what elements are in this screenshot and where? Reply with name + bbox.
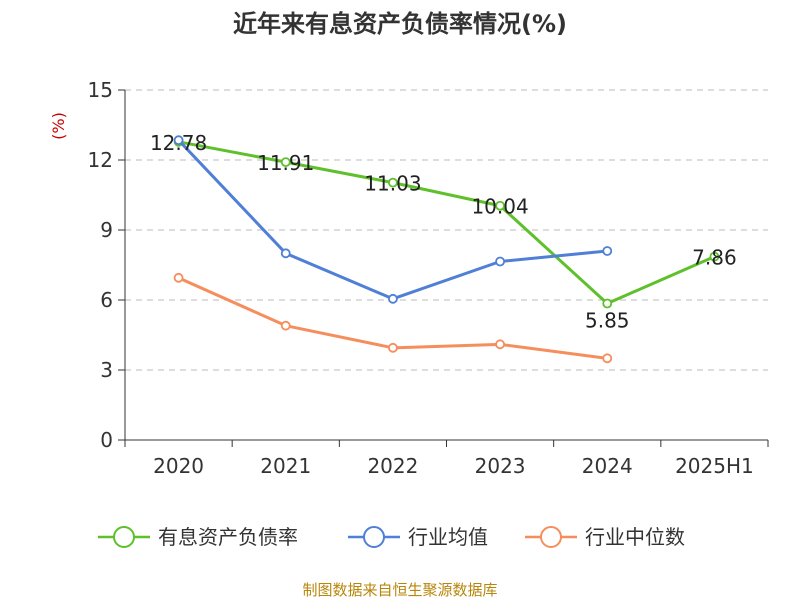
data-point <box>602 298 613 309</box>
data-point <box>495 256 505 267</box>
x-tick-label: 2023 <box>475 454 526 478</box>
x-tick-label: 2020 <box>153 454 204 478</box>
gridlines <box>125 89 768 371</box>
source-note: 制图数据来自恒生聚源数据库 <box>302 581 497 599</box>
legend: 有息资产负债率 行业均值 行业中位数 <box>98 525 685 549</box>
data-point <box>173 135 184 146</box>
x-tick-label: 2022 <box>367 454 418 478</box>
data-point <box>709 251 720 262</box>
data-label: 11.03 <box>364 172 421 196</box>
data-point <box>495 339 505 350</box>
legend-item: 行业均值 <box>348 525 488 549</box>
y-tick-label: 12 <box>88 148 113 172</box>
legend-label: 行业中位数 <box>585 525 685 549</box>
data-point <box>388 177 398 188</box>
data-label: 11.91 <box>257 151 314 175</box>
y-tick-label: 6 <box>100 288 113 312</box>
data-label: 7.86 <box>692 246 737 270</box>
legend-swatch-marker <box>363 526 385 548</box>
x-tick-label: 2025H1 <box>675 454 754 478</box>
data-point <box>388 342 398 353</box>
axes: 0 3 6 9 12 15 2020 2021 2022 2023 2024 2025H1 <box>88 78 769 478</box>
data-point <box>280 320 291 331</box>
y-tick-label: 9 <box>100 218 113 242</box>
data-point <box>280 157 291 168</box>
data-label: 10.04 <box>471 195 528 219</box>
legend-swatch-marker <box>113 526 135 548</box>
data-point <box>495 200 505 211</box>
legend-item: 有息资产负债率 <box>98 525 298 549</box>
data-point <box>602 353 613 364</box>
legend-swatch-marker <box>540 526 562 548</box>
x-tick-label: 2021 <box>260 454 311 478</box>
legend-label: 有息资产负债率 <box>158 525 298 549</box>
x-tick-label: 2024 <box>582 454 633 478</box>
data-point <box>173 272 184 283</box>
data-point <box>280 248 291 259</box>
y-tick-label: 15 <box>88 78 113 102</box>
series-line <box>178 140 716 305</box>
legend-item: 行业中位数 <box>525 525 685 549</box>
chart-title: 近年来有息资产负债率情况(%) <box>233 10 567 38</box>
y-tick-label: 0 <box>100 428 113 452</box>
legend-label: 行业均值 <box>408 525 488 549</box>
y-tick-label: 3 <box>100 358 113 382</box>
data-label: 5.85 <box>585 309 630 333</box>
data-labels: 12.78 11.91 11.03 10.04 5.85 7.86 <box>150 131 737 333</box>
data-label: 12.78 <box>150 131 207 155</box>
data-point <box>388 293 398 304</box>
data-point <box>602 246 613 256</box>
y-axis-unit: (%) <box>49 112 68 140</box>
series-line <box>177 139 608 301</box>
series-lines <box>173 135 720 364</box>
